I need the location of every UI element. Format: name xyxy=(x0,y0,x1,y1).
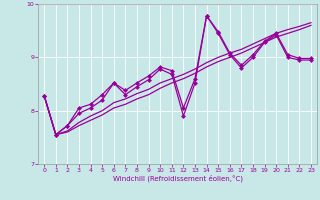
X-axis label: Windchill (Refroidissement éolien,°C): Windchill (Refroidissement éolien,°C) xyxy=(113,175,243,182)
